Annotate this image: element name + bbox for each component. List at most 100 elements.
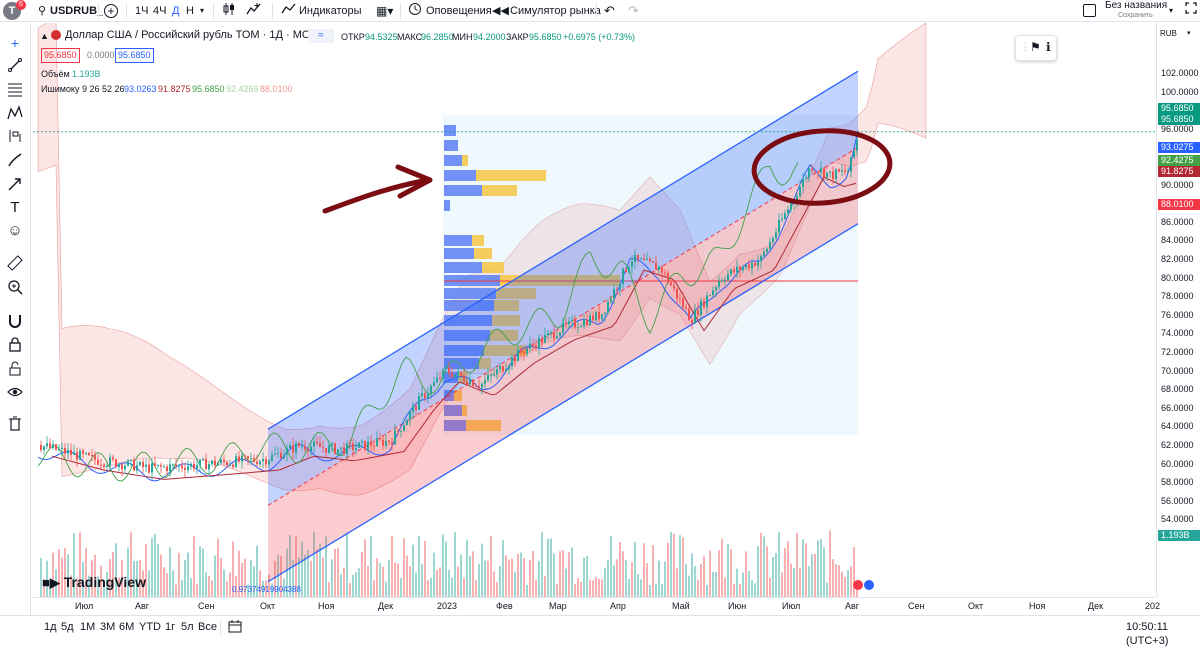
volume-bar	[226, 581, 228, 597]
range-1d[interactable]: 1д	[44, 621, 57, 633]
volume-bar	[163, 567, 165, 597]
lock-icon[interactable]	[6, 336, 24, 354]
text-icon[interactable]: T	[10, 199, 20, 216]
save-label[interactable]: Сохранить	[1118, 12, 1153, 19]
interval-4h[interactable]: 4Ч	[153, 5, 167, 17]
interval-1d[interactable]: Д	[172, 5, 180, 17]
collapse-legend-icon[interactable]: ▲	[40, 31, 49, 41]
currency-dropdown-icon[interactable]: ▾	[1187, 30, 1191, 37]
volume-bar	[610, 536, 612, 597]
range-6m[interactable]: 6М	[119, 621, 135, 633]
candle-body	[706, 295, 708, 307]
volume-bar	[367, 566, 369, 597]
candle-body	[832, 171, 834, 180]
lock-drawings-icon[interactable]	[6, 360, 24, 378]
trash-icon[interactable]	[6, 415, 24, 433]
price-tick: 66.0000	[1161, 402, 1194, 413]
ruler-icon[interactable]	[6, 255, 24, 273]
sell-button[interactable]: 95.6850	[41, 48, 80, 63]
undo-icon[interactable]: ↶	[604, 3, 615, 18]
close-label: ЗАКР	[506, 32, 529, 42]
pattern-icon[interactable]	[6, 105, 24, 123]
interval-1w[interactable]: Н	[186, 5, 194, 17]
alerts-button[interactable]: Оповещения	[426, 5, 492, 17]
symbol-search-icon[interactable]: ⚲	[38, 5, 47, 17]
range-5d[interactable]: 5д	[61, 621, 74, 633]
add-symbol-button[interactable]: +	[104, 4, 118, 18]
layout-dropdown-icon[interactable]: ▾	[1169, 6, 1174, 15]
layout-name[interactable]: Без названия	[1105, 0, 1168, 11]
chart-title: Доллар США / Российский рубль ТОМ · 1Д ·…	[65, 29, 326, 41]
volume-bar	[658, 560, 660, 597]
candle-body	[691, 320, 693, 324]
indicators-button[interactable]: Индикаторы	[299, 5, 362, 17]
volume-bar	[355, 572, 357, 597]
layout-checkbox[interactable]	[1083, 4, 1096, 17]
floating-drawing-widget[interactable]: ⋮ ⚑ ℹ	[1015, 35, 1057, 61]
volume-bar	[196, 583, 198, 597]
candle-body	[544, 334, 546, 343]
goto-date-icon[interactable]	[228, 619, 242, 637]
info-icon[interactable]: ℹ	[1046, 40, 1051, 54]
clock-timezone[interactable]: 10:50:11 (UTC+3)	[1126, 621, 1169, 647]
volume-bar	[328, 582, 330, 597]
candle-body	[511, 357, 513, 367]
forecast-icon[interactable]	[6, 128, 24, 146]
zoom-icon[interactable]	[6, 279, 24, 297]
candle-body	[307, 449, 309, 452]
indicators-icon[interactable]	[281, 2, 297, 20]
magnet-icon[interactable]	[6, 313, 24, 331]
replay-icon[interactable]: ◀◀	[492, 5, 509, 17]
volume-bar	[175, 584, 177, 597]
symbol-settings-icon[interactable]: ≈	[308, 29, 334, 43]
emoji-icon[interactable]: ☺	[7, 222, 23, 239]
range-1m[interactable]: 1М	[80, 621, 96, 633]
alert-icon[interactable]	[408, 2, 422, 20]
arrow-icon[interactable]	[6, 176, 24, 194]
buy-button[interactable]: 95.6850	[115, 48, 154, 63]
trendline-icon[interactable]	[6, 57, 24, 75]
crosshair-icon[interactable]: +	[10, 35, 20, 51]
candle-body	[718, 281, 720, 288]
volume-bar	[349, 583, 351, 597]
flag-icon[interactable]: ⚑	[1030, 40, 1041, 54]
range-ytd[interactable]: YTD	[139, 621, 161, 633]
high-label: МАКС	[397, 32, 423, 42]
interval-1h[interactable]: 1Ч	[135, 5, 149, 17]
range-3m[interactable]: 3М	[100, 621, 116, 633]
currency-label[interactable]: RUB	[1160, 29, 1177, 38]
candle-body	[838, 169, 840, 172]
volume-bar	[580, 581, 582, 597]
templates-icon[interactable]: ▦▾	[376, 4, 394, 18]
redo-icon[interactable]: ↷	[628, 3, 639, 18]
price-chart[interactable]	[33, 23, 1155, 597]
volume-bar	[379, 562, 381, 597]
bottom-toolbar: 1д 5д 1М 3М 6М YTD 1г 5л Все 10:50:11 (U…	[0, 615, 1200, 647]
eye-icon[interactable]	[6, 384, 24, 402]
candle-body	[475, 385, 477, 387]
volume-bar	[676, 568, 678, 597]
range-all[interactable]: Все	[198, 621, 217, 633]
brush-icon[interactable]	[6, 152, 24, 170]
candle-body	[442, 369, 444, 379]
candle-body	[208, 464, 210, 470]
range-1y[interactable]: 1г	[165, 621, 176, 633]
fullscreen-icon[interactable]	[1185, 2, 1197, 20]
compare-icon[interactable]	[246, 2, 262, 20]
interval-dropdown-icon[interactable]: ▾	[200, 6, 205, 15]
candle-body	[223, 459, 225, 463]
volume-bar	[382, 566, 384, 597]
volume-bar	[334, 548, 336, 597]
annotation-arrow-shaft	[322, 177, 431, 214]
volume-bar	[598, 578, 600, 597]
time-axis[interactable]: Июл Авг Сен Окт Ноя Дек 2023 Фев Мар Апр Май Июн Июл…	[33, 597, 1160, 615]
replay-button[interactable]: Симулятор рынка	[510, 5, 601, 17]
drag-handle-icon[interactable]: ⋮	[1020, 42, 1030, 53]
range-5y[interactable]: 5л	[181, 621, 194, 633]
symbol-name[interactable]: USDRUB_	[50, 5, 104, 17]
price-axis[interactable]: RUB ▾ 102.0000100.000098.000096.000094.0…	[1156, 23, 1200, 597]
candle-body	[295, 443, 297, 453]
fib-icon[interactable]	[6, 81, 24, 99]
candle-body	[586, 319, 588, 326]
candle-style-icon[interactable]	[222, 2, 236, 20]
